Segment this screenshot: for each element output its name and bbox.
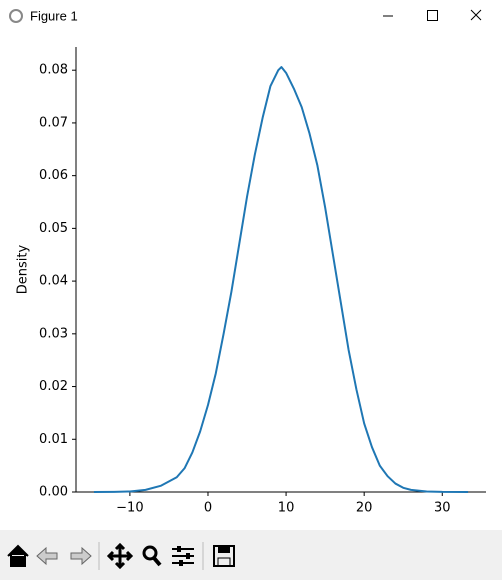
density-line — [93, 66, 469, 493]
y-tick-label: 0.08 — [39, 63, 68, 78]
app-icon — [9, 9, 23, 23]
y-tick-label: 0.04 — [39, 274, 68, 289]
y-tick-label: 0.03 — [39, 326, 68, 341]
y-tick-label: 0.07 — [39, 115, 68, 130]
x-tick-label: 30 — [434, 501, 451, 516]
y-axis-label: Density — [16, 244, 31, 294]
pan-button[interactable] — [106, 542, 134, 570]
x-tick-label: 20 — [356, 501, 373, 516]
maximize-button[interactable] — [427, 10, 438, 21]
x-tick-label: −10 — [116, 501, 143, 516]
y-tick-label: 0.01 — [39, 432, 68, 447]
window-title: Figure 1 — [30, 8, 78, 23]
home-button[interactable] — [7, 544, 29, 567]
save-button[interactable] — [213, 545, 235, 567]
zoom-button[interactable] — [142, 545, 162, 567]
plot: 0.00 0.01 0.02 0.03 0.04 0.05 0.06 0.07 0.08 −10 0… — [16, 47, 486, 516]
y-tick-label: 0.00 — [39, 485, 68, 500]
y-tick-label: 0.05 — [39, 221, 68, 236]
back-button[interactable] — [36, 546, 58, 566]
y-tick-label: 0.06 — [39, 168, 68, 183]
x-tick-label: 0 — [204, 501, 212, 516]
close-button[interactable] — [470, 9, 482, 21]
x-tick-label: 10 — [278, 501, 295, 516]
y-tick-label: 0.02 — [39, 379, 68, 394]
forward-button[interactable] — [70, 546, 92, 566]
title-bar — [0, 0, 502, 32]
configure-button[interactable] — [172, 546, 194, 566]
